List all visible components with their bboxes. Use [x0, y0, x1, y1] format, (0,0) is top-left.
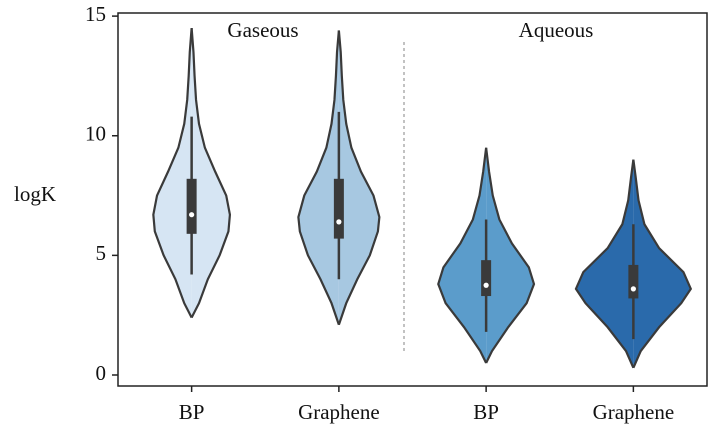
violin-outline	[437, 147, 488, 364]
y-tick-label: 5	[96, 241, 107, 265]
x-tick-label: Graphene	[593, 400, 675, 424]
violin-body	[338, 30, 380, 325]
plot-frame	[117, 12, 708, 387]
box	[186, 178, 197, 234]
median	[336, 219, 342, 225]
y-axis-label: logK	[14, 182, 56, 206]
violin-outline	[574, 159, 635, 369]
violin-body	[575, 159, 634, 368]
median	[630, 286, 636, 292]
violin-body	[191, 28, 230, 318]
median	[483, 282, 489, 288]
y-tick-label: 0	[96, 361, 107, 385]
y-tick-label: 15	[85, 2, 106, 26]
box	[628, 264, 639, 299]
violin-body	[298, 30, 339, 325]
violin-body	[633, 159, 691, 368]
median	[189, 212, 195, 218]
violin-outline	[485, 147, 536, 364]
x-tick-label: BP	[473, 400, 499, 424]
group-label: Aqueous	[519, 18, 594, 42]
violin-outline	[190, 27, 232, 319]
group-label: Gaseous	[227, 18, 298, 42]
x-tick-label: BP	[179, 400, 205, 424]
violin-body	[153, 28, 192, 318]
violin-body	[486, 147, 534, 364]
y-tick-label: 10	[85, 122, 106, 146]
violin-body	[438, 147, 487, 364]
box	[481, 260, 492, 297]
violin-outline	[632, 159, 693, 369]
violin-outline	[337, 30, 381, 326]
violin-outline	[297, 30, 340, 326]
box	[333, 178, 344, 239]
x-tick-label: Graphene	[298, 400, 380, 424]
violin-outline	[152, 27, 193, 319]
